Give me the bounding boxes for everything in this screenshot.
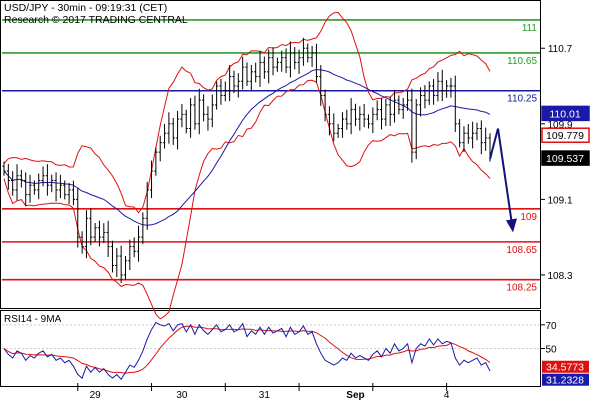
rsi-value-tag-box xyxy=(542,373,589,386)
rsi-value-tag: 31.2328 xyxy=(546,375,584,387)
rsi-y-tick-label-70: 70 xyxy=(545,321,557,332)
price-tag-bollinger-box xyxy=(541,127,590,143)
x-tick-label-30: 30 xyxy=(176,390,188,400)
projection-arrow-shaft xyxy=(497,128,513,225)
price-tag-last-box xyxy=(541,150,590,166)
price-panel-frame xyxy=(0,0,541,309)
price-series xyxy=(2,11,517,320)
level-label-108.25: 108.25 xyxy=(506,283,537,294)
chart-copyright: Research © 2017 TRADING CENTRAL xyxy=(4,14,188,26)
rsi-ma-value-tag: 34.5773 xyxy=(546,362,584,374)
chart-title: USD/JPY - 30min - 09:19:31 (CET) xyxy=(4,2,167,14)
level-label-111: 111 xyxy=(522,23,538,34)
y-tick-label-109.9: 109.9 xyxy=(547,120,572,131)
x-tick-label-Sep: Sep xyxy=(346,390,364,400)
rsi-panel-title: RSI14 - 9MA xyxy=(4,314,62,325)
level-label-109: 109 xyxy=(520,212,537,223)
projection-arrow-lead xyxy=(489,128,499,160)
y-tick-label-109.1: 109.1 xyxy=(547,195,572,206)
price-tag-bollinger: 109.779 xyxy=(546,130,584,142)
x-tick-label-4: 4 xyxy=(444,390,450,400)
x-tick-label-31: 31 xyxy=(259,390,271,400)
level-label-108.65: 108.65 xyxy=(506,245,537,256)
y-tick-label-108.3: 108.3 xyxy=(547,271,572,282)
price-tag-ma: 110.01 xyxy=(549,108,580,120)
rsi-series xyxy=(2,321,540,381)
projection-arrow-head xyxy=(506,218,517,233)
level-label-110.25: 110.25 xyxy=(507,94,537,105)
y-tick-label-110.7: 110.7 xyxy=(548,44,573,55)
moving-average-line xyxy=(3,68,491,226)
rsi-ma-value-tag-box xyxy=(542,360,589,373)
bollinger-upper-band xyxy=(3,11,491,214)
rsi-line xyxy=(3,321,491,381)
level-label-110.65: 110.65 xyxy=(507,56,537,67)
rsi-y-tick-label-50: 50 xyxy=(545,345,557,356)
axes: 110.7 109.9 109.1 108.3 70 50 29 30 31 Sep 4 xyxy=(77,44,573,401)
price-tag-last: 109.537 xyxy=(546,153,584,165)
bollinger-lower-band xyxy=(3,79,491,320)
price-tag-ma-box xyxy=(541,105,590,122)
x-tick-label-29: 29 xyxy=(90,390,102,400)
support-resistance-levels: 111 110.65 110.25 109 108.65 108.25 xyxy=(2,19,540,294)
